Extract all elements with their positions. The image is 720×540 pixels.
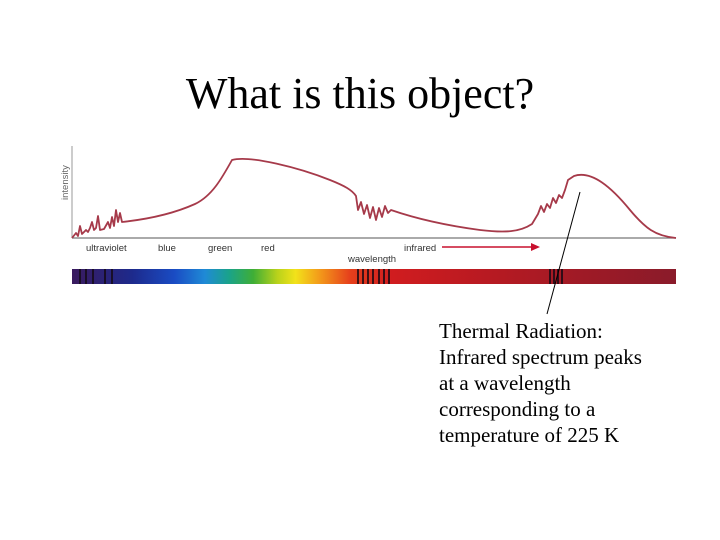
band-label-ultraviolet: ultraviolet <box>86 243 127 254</box>
pointer-line <box>546 191 581 315</box>
band-label-infrared: infrared <box>404 243 436 254</box>
spectrum-color-bar <box>72 269 676 284</box>
caption-line-4: corresponding to a <box>439 397 596 421</box>
caption-text: Thermal Radiation: Infrared spectrum pea… <box>439 318 699 448</box>
band-label-red: red <box>261 243 275 254</box>
slide-title: What is this object? <box>185 69 535 118</box>
caption-line-5: temperature of 225 K <box>439 423 620 447</box>
infrared-arrow-head <box>531 243 540 251</box>
caption-line-3: at a wavelength <box>439 371 571 395</box>
x-axis-label: wavelength <box>347 254 396 265</box>
caption-line-1: Thermal Radiation: <box>439 319 603 343</box>
absorption-lines <box>79 269 563 284</box>
intensity-curve <box>71 158 677 239</box>
caption-line-2: Infrared spectrum peaks <box>439 345 642 369</box>
band-label-green: green <box>208 243 232 254</box>
y-axis-label: intensity <box>60 165 71 200</box>
band-label-blue: blue <box>158 243 176 254</box>
